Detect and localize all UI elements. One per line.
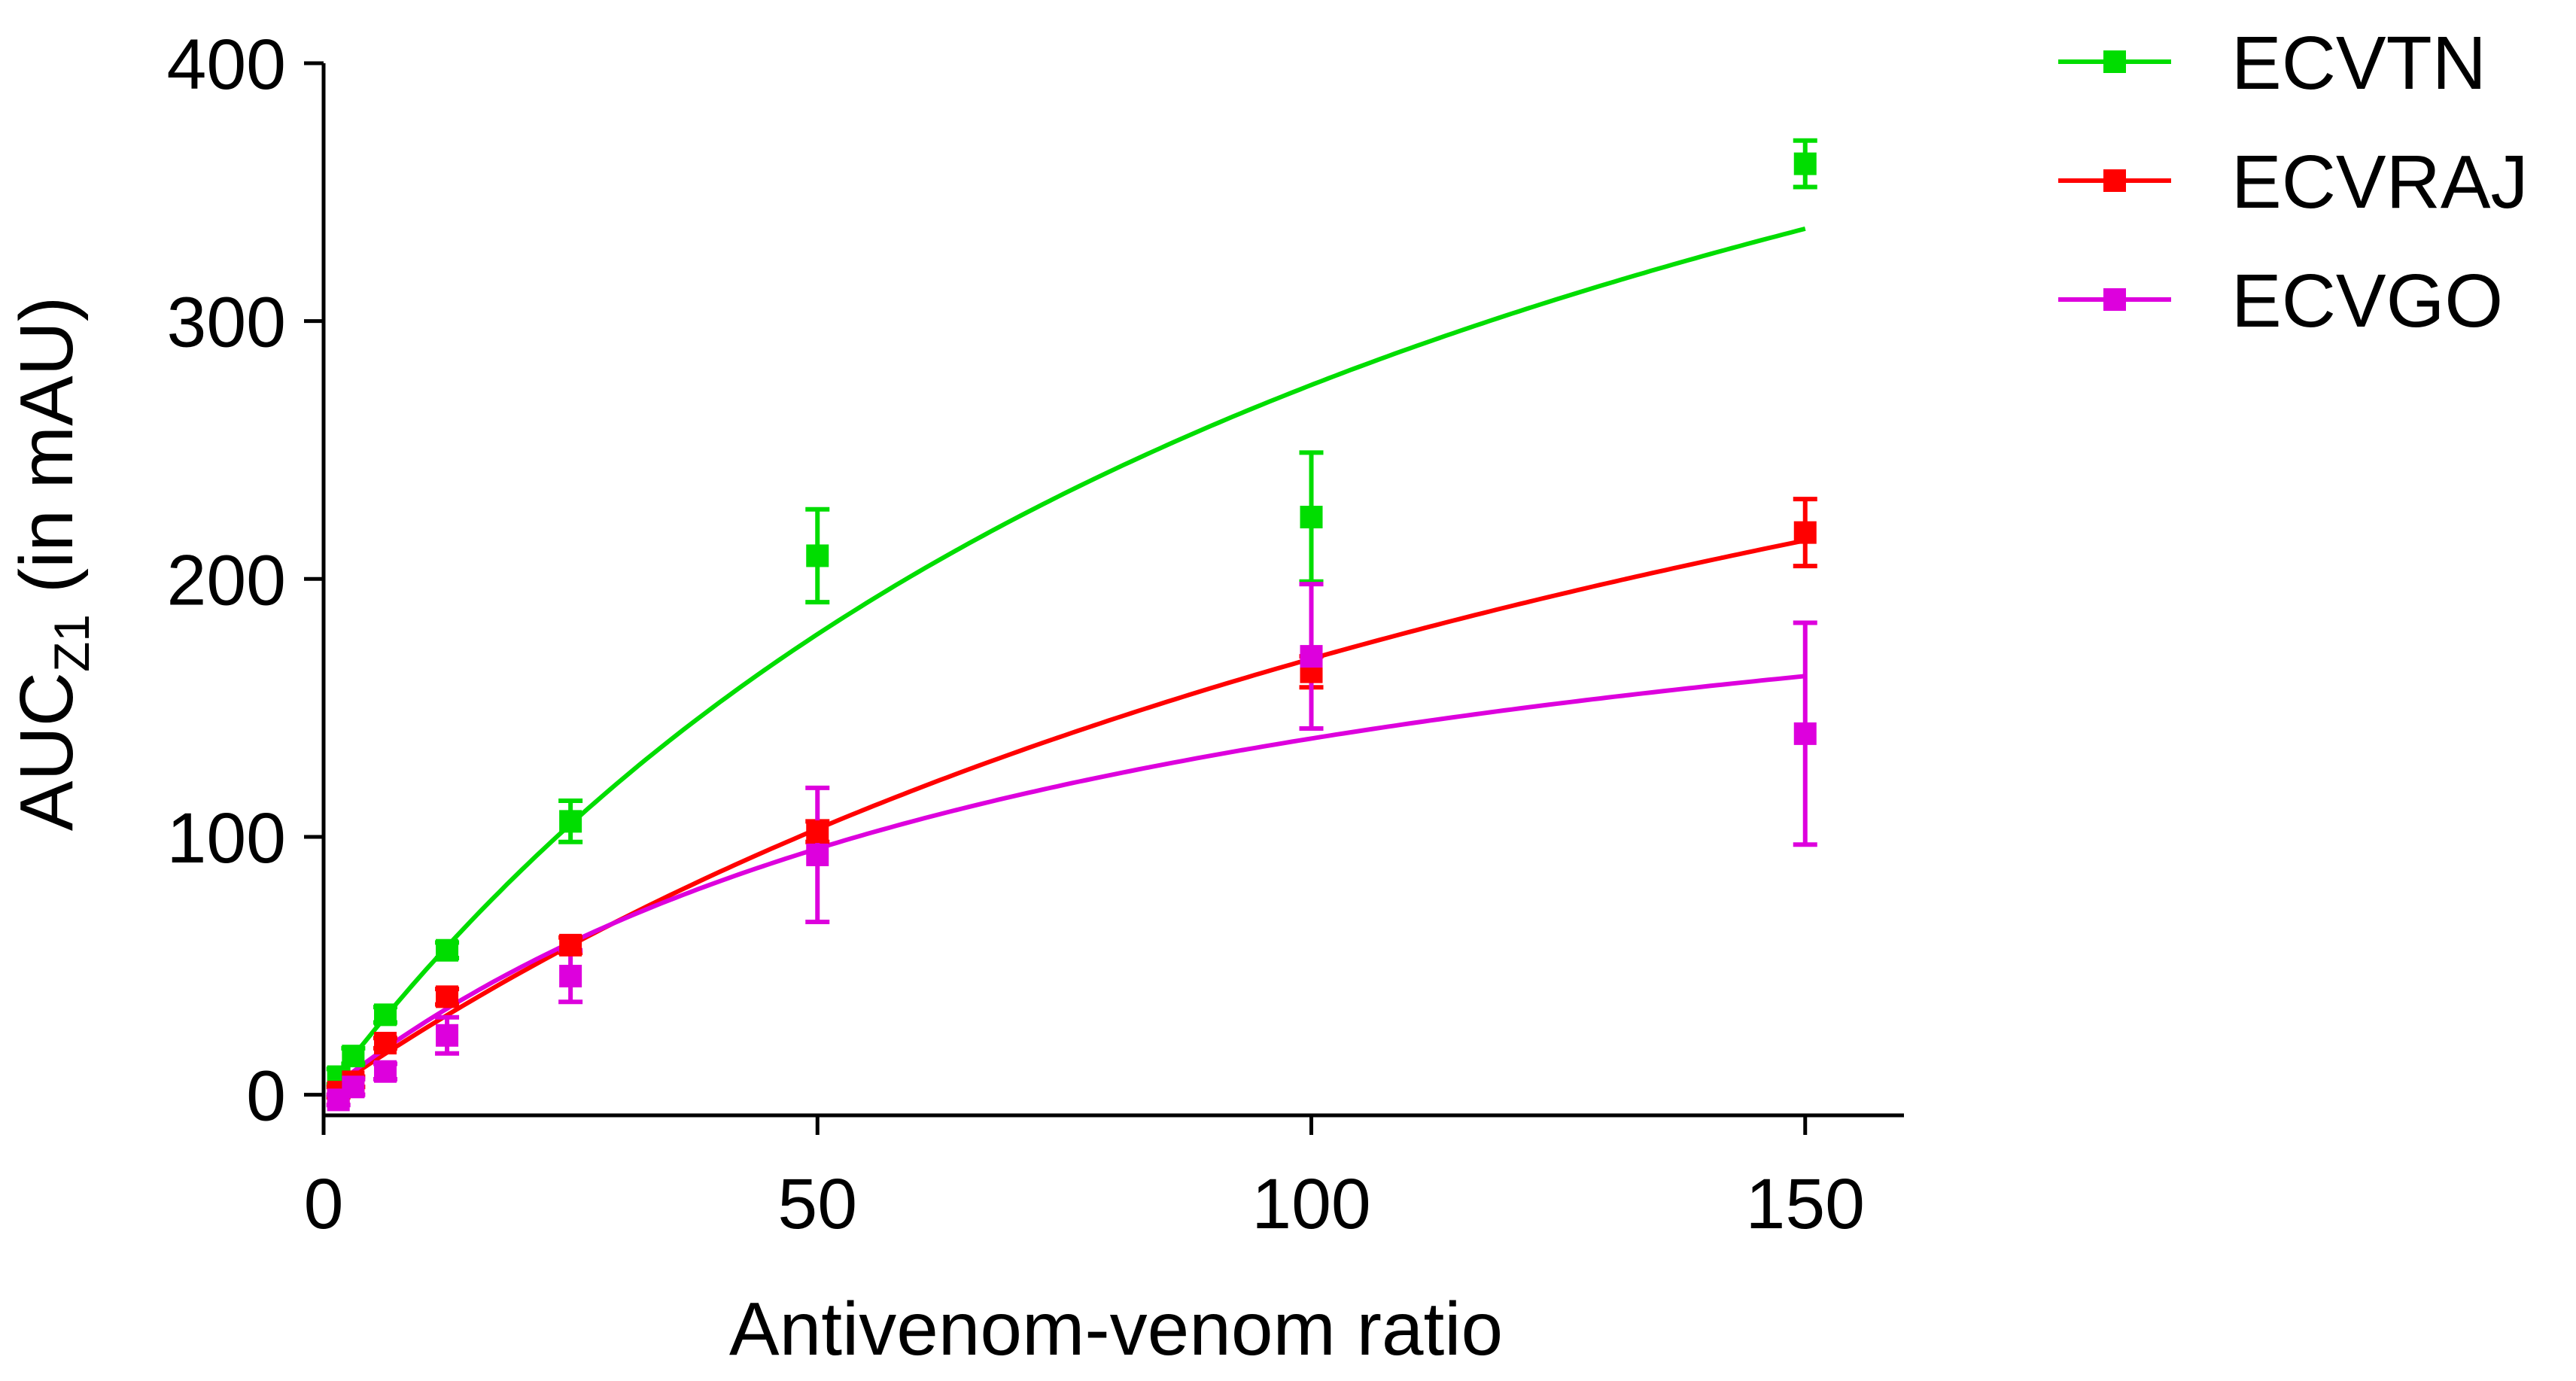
legend-marker-ecvgo xyxy=(2103,288,2126,311)
y-tick-label: 300 xyxy=(166,283,286,363)
data-point-ecvtn xyxy=(436,938,459,962)
x-axis-title: Antivenom-venom ratio xyxy=(729,1287,1503,1371)
data-markers xyxy=(327,152,1817,1112)
axes: 0 50 100 150 0 100 200 300 400 xyxy=(166,25,1904,1244)
data-point-ecvraj xyxy=(559,933,582,957)
y-axis-title-subscript: Z1 xyxy=(44,614,99,672)
data-point-ecvraj xyxy=(806,820,829,844)
x-tick-label: 0 xyxy=(304,1164,344,1244)
data-point-ecvtn xyxy=(559,810,582,833)
data-point-ecvraj xyxy=(1793,521,1817,544)
data-point-ecvtn xyxy=(374,1003,397,1027)
data-point-ecvraj xyxy=(374,1032,397,1055)
legend-label-ecvraj: ECVRAJ xyxy=(2231,140,2529,224)
data-point-ecvtn xyxy=(1793,152,1817,175)
data-point-ecvgo xyxy=(1793,722,1817,745)
y-axis-title: AUCZ1 (in mAU) xyxy=(5,297,99,831)
y-tick-label: 100 xyxy=(166,798,286,878)
data-point-ecvgo xyxy=(374,1060,397,1083)
x-tick-label: 50 xyxy=(777,1164,857,1244)
x-tick-label: 150 xyxy=(1745,1164,1865,1244)
y-tick-label: 400 xyxy=(166,25,286,105)
legend-marker-ecvtn xyxy=(2103,50,2126,73)
legend-label-ecvgo: ECVGO xyxy=(2231,259,2503,343)
y-tick-label: 0 xyxy=(246,1057,286,1136)
legend-marker-ecvraj xyxy=(2103,169,2126,192)
legend-label-ecvtn: ECVTN xyxy=(2231,21,2486,105)
data-point-ecvgo xyxy=(559,964,582,987)
legend: ECVTN ECVRAJ ECVGO xyxy=(2058,21,2529,343)
fit-curves xyxy=(336,226,1806,1087)
fit-curve-ecvgo xyxy=(336,674,1806,1085)
fit-curve-ecvtn xyxy=(336,226,1806,1077)
y-tick-label: 200 xyxy=(166,540,286,620)
x-tick-label: 100 xyxy=(1252,1164,1371,1244)
error-bars xyxy=(326,138,1817,1108)
data-point-ecvgo xyxy=(1300,645,1323,668)
fit-curve-ecvraj xyxy=(337,538,1806,1087)
data-point-ecvraj xyxy=(436,985,459,1008)
data-point-ecvtn xyxy=(1300,506,1323,529)
data-point-ecvgo xyxy=(806,843,829,866)
y-axis-title-suffix: (in mAU) xyxy=(5,297,89,614)
data-point-ecvgo xyxy=(436,1024,459,1047)
data-point-ecvtn xyxy=(806,544,829,567)
data-point-ecvgo xyxy=(342,1075,365,1099)
y-axis-title-main: AUC xyxy=(5,672,89,831)
data-point-ecvtn xyxy=(342,1045,365,1068)
